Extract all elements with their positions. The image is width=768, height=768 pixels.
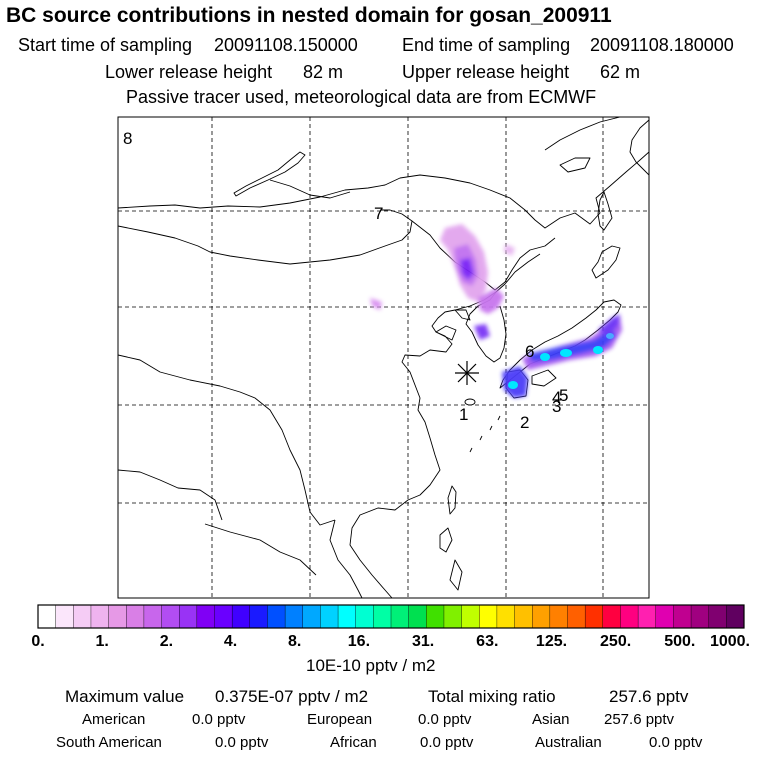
american-label: American (82, 711, 146, 728)
lower-release-value: 82 m (303, 62, 344, 82)
colorbar-swatch (196, 604, 216, 629)
lower-release-label: Lower release height (105, 62, 273, 82)
colorbar-swatch (567, 604, 586, 629)
marker-6: 6 (525, 342, 534, 361)
colorbar-swatch (637, 604, 657, 629)
australian-value: 0.0 pptv (649, 734, 703, 751)
marker-3: 3 (552, 397, 561, 416)
marker-8: 8 (123, 129, 132, 148)
colorbar-swatch (143, 604, 163, 629)
colorbar-swatch (126, 604, 145, 629)
colorbar-tick-label: 4. (224, 633, 237, 650)
colorbar-tick-label: 1. (96, 633, 109, 650)
colorbar-swatch (443, 604, 463, 629)
marker-5: 5 (559, 386, 568, 405)
colorbar-swatch (108, 604, 127, 629)
colorbar-swatch (514, 604, 533, 629)
colorbar-swatch (690, 604, 710, 629)
colorbar-swatch (355, 604, 374, 629)
colorbar-tick-label: 0. (31, 633, 44, 650)
colorbar-swatch (320, 604, 339, 629)
colorbar-swatch (673, 604, 692, 629)
colorbar-tick-label: 16. (348, 633, 370, 650)
colorbar-swatch (302, 604, 321, 629)
colorbar-tick-label: 31. (412, 633, 434, 650)
upper-release-value: 62 m (600, 62, 641, 82)
south-american-label: South American (56, 734, 162, 751)
colorbar-swatch (267, 604, 286, 629)
south-american-value: 0.0 pptv (215, 734, 269, 751)
colorbar-tick-label: 250. (600, 633, 631, 650)
colorbar-swatch (55, 604, 74, 629)
total-mixing-value: 257.6 pptv (609, 687, 689, 706)
colorbar-tick-label: 8. (288, 633, 301, 650)
european-value: 0.0 pptv (418, 711, 472, 728)
colorbar-swatch (249, 604, 268, 629)
colorbar-swatch (231, 604, 251, 629)
map-content: 1 2 3 4 5 6 7 8 (118, 117, 649, 598)
colorbar-frame (37, 604, 745, 629)
colorbar-tick-label: 2. (160, 633, 173, 650)
colorbar-swatch (73, 604, 92, 629)
european-label: European (307, 711, 373, 728)
colorbar-swatch (602, 604, 621, 629)
colorbar-swatch (373, 604, 392, 629)
total-mixing-label: Total mixing ratio (428, 687, 556, 706)
colorbar-swatch (655, 604, 674, 629)
colorbar-swatch (620, 604, 639, 629)
chart-title: BC source contributions in nested domain… (6, 4, 612, 27)
colorbar-swatch (549, 604, 568, 629)
colorbar-tick-label: 1000. (710, 633, 750, 650)
colorbar-swatch (532, 604, 551, 629)
marker-4: 4 (552, 388, 561, 407)
lat-lon-grid (118, 117, 649, 598)
colorbar-swatch (584, 604, 604, 629)
max-value-label: Maximum value (65, 687, 185, 706)
colorbar: 0. 1. 2. 4. 8. 16. 31. 63. 125. 250. 500. 1000. (31, 604, 750, 650)
colorbar-swatch (408, 604, 427, 629)
colorbar-tick-label: 500. (664, 633, 695, 650)
asian-value: 257.6 pptv (604, 711, 675, 728)
map-panel: 1 2 3 4 5 6 7 8 (117, 116, 650, 599)
colorbar-swatch (426, 604, 445, 629)
asian-label: Asian (532, 711, 570, 728)
colorbar-swatch (214, 604, 233, 629)
australian-label: Australian (535, 734, 602, 751)
colorbar-swatch (337, 604, 357, 629)
marker-7: 7 (374, 204, 383, 223)
start-time-value: 20091108.150000 (214, 35, 358, 55)
colorbar-swatch (726, 604, 745, 629)
colorbar-swatch (161, 604, 180, 629)
colorbar-swatch (496, 604, 516, 629)
colorbar-tick-label: 63. (476, 633, 498, 650)
colorbar-swatch (37, 604, 57, 629)
marker-1: 1 (459, 405, 468, 424)
colorbar-swatch (90, 604, 110, 629)
african-label: African (330, 734, 377, 751)
end-time-label: End time of sampling (402, 35, 571, 55)
start-time-label: Start time of sampling (18, 35, 193, 55)
receptor-marker (455, 361, 479, 385)
colorbar-swatch (284, 604, 304, 629)
colorbar-swatch (479, 604, 498, 629)
colorbar-swatch (708, 604, 727, 629)
colorbar-unit: 10E-10 pptv / m2 (306, 656, 436, 675)
end-time-value: 20091108.180000 (590, 35, 734, 55)
upper-release-label: Upper release height (402, 62, 570, 82)
source-contribution-plume (370, 224, 622, 398)
coastlines (118, 117, 649, 598)
colorbar-swatch (390, 604, 410, 629)
max-value: 0.375E-07 pptv / m2 (215, 687, 369, 706)
colorbar-swatch (461, 604, 480, 629)
tracer-note: Passive tracer used, meteorological data… (126, 87, 597, 107)
marker-2: 2 (520, 413, 529, 432)
african-value: 0.0 pptv (420, 734, 474, 751)
american-value: 0.0 pptv (192, 711, 246, 728)
colorbar-swatch (178, 604, 198, 629)
map-frame (117, 116, 650, 599)
colorbar-tick-label: 125. (536, 633, 567, 650)
